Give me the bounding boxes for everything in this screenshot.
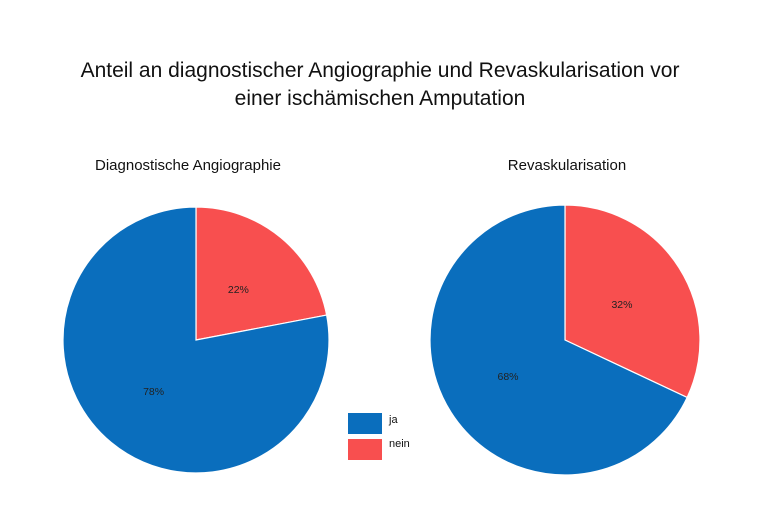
legend-label-ja: ja xyxy=(389,414,398,426)
pie-0-slice-nein xyxy=(195,206,328,341)
legend-swatch-nein xyxy=(348,439,382,460)
pie-1-slice-ja xyxy=(429,204,688,476)
pie-1-label-nein: 32% xyxy=(611,299,632,311)
pie-1-slice-nein xyxy=(564,204,701,399)
pie-1-label-ja: 68% xyxy=(498,371,519,383)
legend-label-nein: nein xyxy=(389,438,410,450)
pie-0-label-ja: 78% xyxy=(143,386,164,398)
legend-swatch-ja xyxy=(348,413,382,434)
chart-title-line1: Anteil an diagnostischer Angiographie un… xyxy=(80,59,680,82)
chart-title-line2: einer ischämischen Amputation xyxy=(234,87,526,110)
pie-0-label-nein: 22% xyxy=(228,284,249,296)
pie-title-angiographie: Diagnostische Angiographie xyxy=(95,157,281,174)
pie-0-slice-ja xyxy=(62,206,330,474)
pie-title-revaskularisation: Revaskularisation xyxy=(507,157,627,174)
